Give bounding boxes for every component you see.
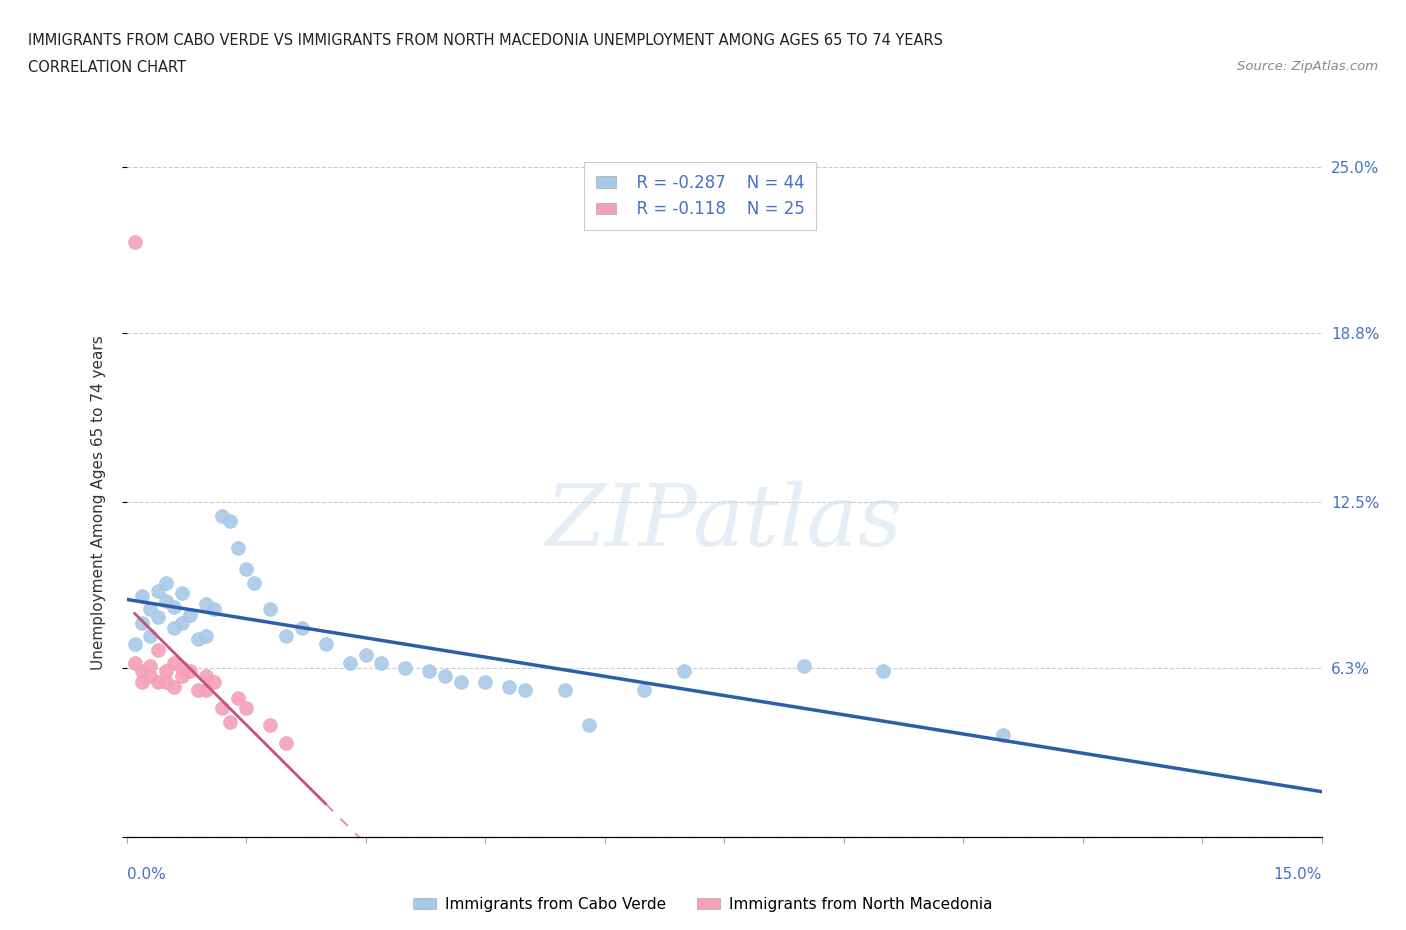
Point: [354, 647, 377, 662]
Point: [155, 575, 177, 590]
Y-axis label: Unemployment Among Ages 65 to 74 years: Unemployment Among Ages 65 to 74 years: [91, 335, 105, 670]
Point: [211, 508, 233, 523]
Point: [148, 642, 170, 657]
Point: [172, 616, 194, 631]
Point: [172, 669, 194, 684]
Point: [131, 616, 153, 631]
Point: [148, 610, 170, 625]
Text: 15.0%: 15.0%: [1274, 867, 1322, 882]
Point: [793, 658, 815, 673]
Point: [179, 663, 201, 678]
Point: [219, 714, 242, 729]
Point: [139, 629, 162, 644]
Point: [315, 637, 337, 652]
Point: [235, 562, 257, 577]
Point: [211, 701, 233, 716]
Point: [195, 629, 218, 644]
Point: [243, 575, 266, 590]
Point: [450, 674, 472, 689]
Point: [474, 674, 496, 689]
Text: IMMIGRANTS FROM CABO VERDE VS IMMIGRANTS FROM NORTH MACEDONIA UNEMPLOYMENT AMONG: IMMIGRANTS FROM CABO VERDE VS IMMIGRANTS…: [28, 33, 943, 47]
Point: [155, 663, 177, 678]
Point: [124, 235, 146, 250]
Point: [202, 602, 225, 617]
Point: [633, 683, 655, 698]
Point: [139, 658, 162, 673]
Point: [259, 717, 281, 732]
Point: [578, 717, 600, 732]
Point: [163, 680, 186, 695]
Point: [172, 586, 194, 601]
Point: [187, 631, 209, 646]
Point: [139, 602, 162, 617]
Point: [434, 669, 457, 684]
Point: [202, 674, 225, 689]
Legend:   R = -0.287    N = 44,   R = -0.118    N = 25: R = -0.287 N = 44, R = -0.118 N = 25: [583, 163, 817, 230]
Point: [148, 674, 170, 689]
Point: [991, 728, 1014, 743]
Point: [370, 656, 392, 671]
Point: [339, 656, 361, 671]
Point: [554, 683, 576, 698]
Point: [124, 656, 146, 671]
Point: [219, 513, 242, 528]
Point: [131, 589, 153, 604]
Text: ZIPatlas: ZIPatlas: [546, 481, 903, 564]
Point: [179, 607, 201, 622]
Point: [148, 583, 170, 598]
Point: [195, 683, 218, 698]
Point: [274, 736, 297, 751]
Point: [195, 596, 218, 611]
Point: [872, 663, 894, 678]
Point: [163, 656, 186, 671]
Point: [291, 620, 314, 635]
Point: [172, 661, 194, 676]
Point: [131, 674, 153, 689]
Text: 0.0%: 0.0%: [127, 867, 166, 882]
Point: [139, 669, 162, 684]
Point: [155, 594, 177, 609]
Point: [163, 620, 186, 635]
Point: [163, 599, 186, 614]
Point: [187, 683, 209, 698]
Point: [498, 680, 520, 695]
Point: [274, 629, 297, 644]
Point: [259, 602, 281, 617]
Point: [226, 540, 249, 555]
Point: [195, 669, 218, 684]
Point: [124, 637, 146, 652]
Point: [235, 701, 257, 716]
Point: [513, 683, 536, 698]
Point: [131, 663, 153, 678]
Point: [155, 674, 177, 689]
Text: CORRELATION CHART: CORRELATION CHART: [28, 60, 186, 75]
Text: Source: ZipAtlas.com: Source: ZipAtlas.com: [1237, 60, 1378, 73]
Point: [673, 663, 696, 678]
Point: [418, 663, 440, 678]
Point: [394, 661, 416, 676]
Legend: Immigrants from Cabo Verde, Immigrants from North Macedonia: Immigrants from Cabo Verde, Immigrants f…: [408, 891, 998, 918]
Point: [226, 690, 249, 705]
